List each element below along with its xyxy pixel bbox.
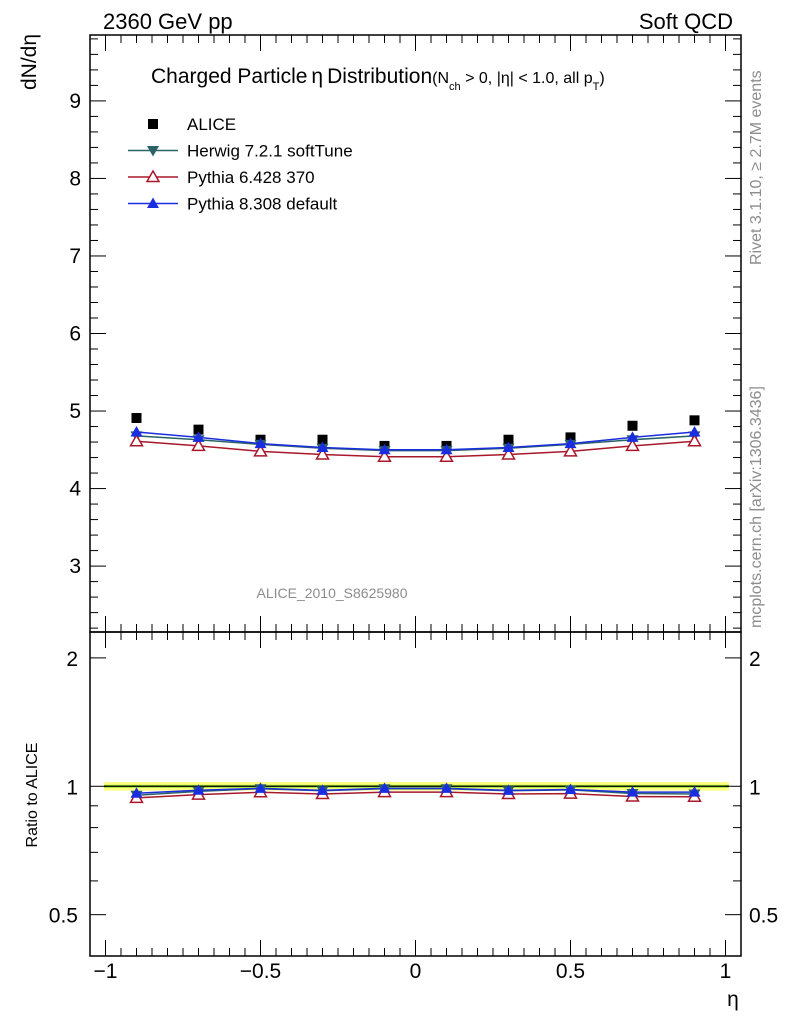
ratio-y-axis-label: Ratio to ALICE <box>24 743 41 848</box>
main-panel: 3 4 5 6 7 8 9 dN/dη ALICE_2010_S8625980 Charge… <box>18 34 742 633</box>
main-y-tick-label: 7 <box>69 245 81 268</box>
legend-marker <box>147 146 159 157</box>
title-main: Charged Particle <box>151 65 307 88</box>
title-dist: Distribution <box>327 65 432 88</box>
main-data-point <box>254 437 267 449</box>
legend-marker <box>145 169 161 183</box>
main-data-point <box>503 434 514 445</box>
main-data-point <box>316 441 329 452</box>
watermark: ALICE_2010_S8625980 <box>256 585 407 601</box>
main-series-2 <box>129 433 702 463</box>
main-data-point <box>625 438 640 452</box>
legend: ALICE Herwig 7.2.1 softTune Pythia 6.428 3… <box>128 115 353 214</box>
main-data-point <box>626 431 639 442</box>
main-data-point <box>564 437 577 449</box>
main-series-line <box>136 431 695 451</box>
title-cond-t: T <box>593 81 600 93</box>
main-data-point <box>563 443 578 457</box>
x-tick-label: 0.5 <box>556 960 585 983</box>
main-data-point <box>130 425 143 437</box>
ratio-y-tick-label-left: 0.5 <box>49 905 78 928</box>
ratio-data-point <box>254 782 267 793</box>
main-data-point <box>688 425 701 437</box>
main-data-point <box>193 424 204 435</box>
side-text-top: Rivet 3.1.10, ≥ 2.7M events <box>748 70 765 265</box>
legend-label: Pythia 6.428 370 <box>187 168 315 187</box>
main-data-point <box>253 443 268 457</box>
x-tick-label: 1 <box>720 960 732 983</box>
main-series-1 <box>130 431 701 457</box>
main-data-point <box>502 441 515 452</box>
legend-label: Pythia 8.308 default <box>187 195 338 214</box>
main-data-point <box>129 433 144 447</box>
ratio-series-line <box>136 791 695 799</box>
main-y-axis-label: dN/dη <box>18 34 41 90</box>
x-tick-label: −0.5 <box>240 960 281 983</box>
legend-entry: ALICE <box>148 115 236 134</box>
main-data-point <box>192 431 205 442</box>
main-data-point <box>191 438 206 452</box>
side-text-bottom: mcplots.cern.ch [arXiv:1306.3436] <box>748 386 765 628</box>
x-tick-label: −1 <box>94 960 118 983</box>
legend-entry: Pythia 8.308 default <box>128 195 338 214</box>
ratio-y-tick-label-right: 1 <box>749 776 761 799</box>
ratio-data-point <box>564 783 577 794</box>
legend-label: Herwig 7.2.1 softTune <box>187 142 353 161</box>
main-data-point <box>440 443 453 455</box>
ratio-data-point <box>316 784 329 795</box>
main-series-3 <box>130 425 701 455</box>
main-data-point <box>501 446 516 460</box>
main-data-point <box>689 415 700 426</box>
ratio-data-point <box>626 786 639 797</box>
main-y-tick-label: 6 <box>69 323 81 346</box>
title-cond-close: ) <box>599 70 604 87</box>
main-y-tick-label: 8 <box>69 167 81 190</box>
ratio-data-point <box>440 782 453 793</box>
legend-entry: Herwig 7.2.1 softTune <box>128 142 353 161</box>
main-series-0 <box>131 413 700 451</box>
title-eta: η <box>311 65 323 88</box>
header-right: Soft QCD <box>639 9 733 34</box>
legend-entry: Pythia 6.428 370 <box>128 168 315 187</box>
main-data-point <box>377 449 392 463</box>
main-data-point <box>315 446 330 460</box>
main-data-point <box>439 449 454 463</box>
header-left: 2360 GeV pp <box>103 9 233 34</box>
main-data-point <box>317 434 328 445</box>
x-axis-label: η <box>727 988 739 1011</box>
ratio-panel: 0.5 0.5 1 1 2 2 −1 −0.5 0 0.5 1 Ratio to ALICE η <box>24 631 778 1011</box>
main-series-line <box>136 440 695 458</box>
x-tick-label: 0 <box>410 960 422 983</box>
ratio-y-tick-label-left: 1 <box>66 776 78 799</box>
main-data-point <box>565 432 576 443</box>
ratio-data-point <box>378 782 391 793</box>
ratio-data-point <box>688 786 701 797</box>
main-data-point <box>378 443 391 455</box>
main-y-tick-label: 5 <box>69 400 81 423</box>
title-cond-mid: > 0, |η| < 1.0, all p <box>461 70 593 87</box>
title-cond-ch: ch <box>449 81 461 93</box>
legend-marker <box>148 119 158 129</box>
ratio-y-tick-label-right: 2 <box>749 648 761 671</box>
ratio-y-tick-label-right: 0.5 <box>749 905 778 928</box>
chart-title: Charged Particle η Distribution(Nch > 0, |… <box>151 65 605 93</box>
main-data-point <box>627 420 638 431</box>
ratio-data-point <box>130 787 143 798</box>
ratio-data-point <box>502 784 515 795</box>
main-data-point <box>131 413 142 424</box>
title-cond-open: (N <box>432 70 449 87</box>
legend-marker <box>147 197 159 208</box>
main-y-tick-label: 9 <box>69 90 81 113</box>
legend-label: ALICE <box>187 115 236 134</box>
main-data-point <box>687 433 702 447</box>
ratio-y-tick-label-left: 2 <box>66 648 78 671</box>
main-y-tick-label: 4 <box>69 478 81 501</box>
ratio-series-2 <box>130 782 701 798</box>
ratio-series-line <box>136 787 695 795</box>
ratio-data-point <box>192 784 205 795</box>
main-y-tick-label: 3 <box>69 555 81 578</box>
main-series-line <box>136 435 695 452</box>
